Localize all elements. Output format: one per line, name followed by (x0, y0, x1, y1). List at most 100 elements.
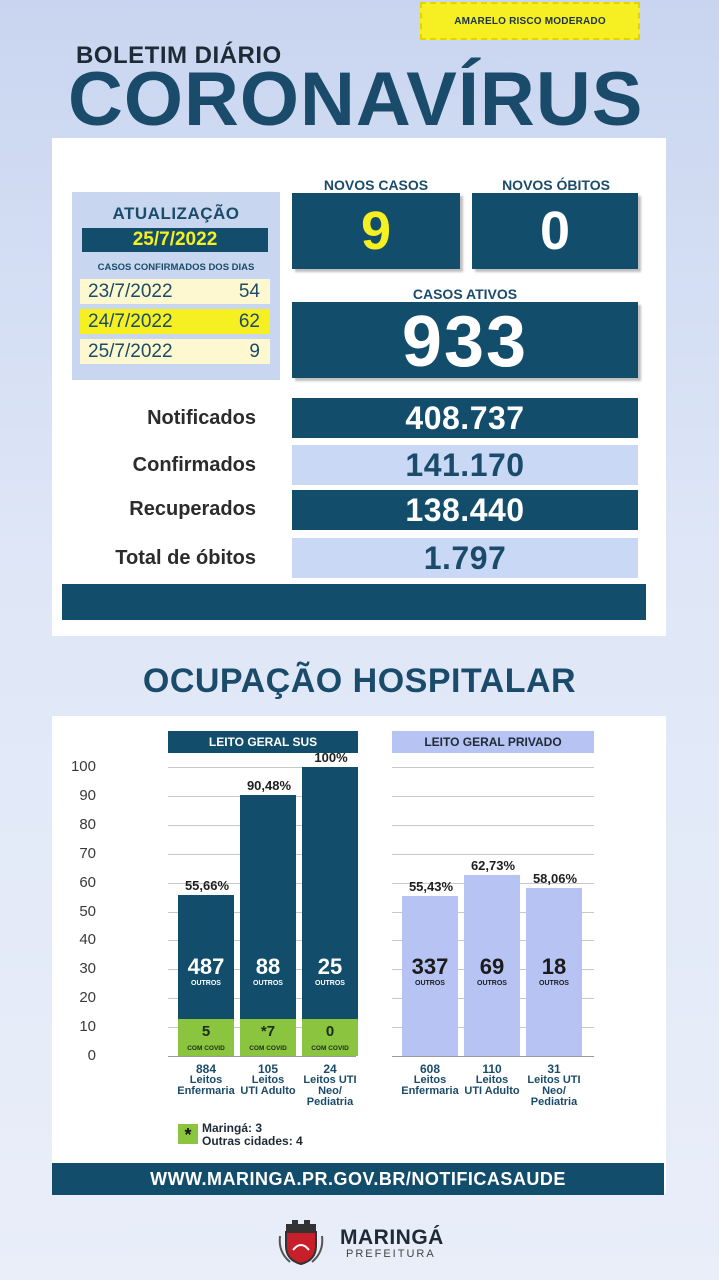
occupancy-bar (240, 794, 296, 1056)
bar-outros-label: OUTROS (315, 980, 345, 987)
bar-outros-value: 25 (317, 954, 343, 979)
daily-case-date: 24/7/2022 (88, 310, 173, 332)
bar-caption: 31 Leitos UTI Neo/Pediatria (514, 1062, 594, 1108)
bar-outros-value: 337 (411, 954, 449, 979)
city-crest-icon (278, 1220, 324, 1266)
bar-caption: 608 Leitos Enfermaria (390, 1062, 470, 1097)
daily-case-row: 23/7/2022 54 (80, 279, 270, 304)
group-header: LEITO GERAL SUS (168, 731, 358, 753)
covid-segment (240, 1019, 296, 1056)
bed-type-label: Pediatria (530, 1096, 578, 1108)
stat-label: Confirmados (132, 454, 256, 476)
logo-name: MARINGÁ (340, 1226, 444, 1249)
daily-case-date: 25/7/2022 (88, 340, 173, 362)
occupancy-bar (302, 767, 358, 1056)
bed-type-label: Neo/ (542, 1085, 566, 1097)
bulletin-subtitle: BOLETIM DIÁRIO (76, 42, 282, 69)
bed-total: 31 (547, 1062, 561, 1076)
bed-total: 110 (482, 1062, 502, 1076)
stat-label: Notificados (147, 407, 256, 429)
baseline (168, 1056, 356, 1057)
active-cases-value: 933 (292, 302, 638, 382)
bed-type-label: Leitos (251, 1074, 285, 1086)
bar-outros-value: 88 (255, 954, 281, 979)
section-title: OCUPAÇÃO HOSPITALAR (142, 662, 577, 700)
bed-type-label: Enfermaria (177, 1085, 235, 1097)
bed-type-label: Leitos (475, 1074, 509, 1086)
stat-label: Total de óbitos (115, 547, 256, 569)
covid-segment (302, 1019, 358, 1056)
bar-percent-label: 55,43% (408, 878, 454, 894)
stat-value: 141.170 (292, 445, 638, 485)
occupancy-bar (464, 874, 520, 1056)
y-tick-label: 80 (79, 815, 96, 833)
bar-caption: 110 Leitos UTI Adulto (452, 1062, 532, 1097)
bed-type-label: UTI Adulto (464, 1085, 520, 1097)
bar-percent-label: 100% (314, 750, 348, 765)
bed-total: 24 (323, 1062, 337, 1076)
stat-label: Recuperados (129, 498, 256, 520)
bar-outros-label: OUTROS (191, 980, 221, 987)
page-title: CORONAVÍRUS (68, 57, 644, 142)
bar-outros-value: 18 (541, 954, 567, 979)
gridline (392, 825, 594, 826)
bar-percent-label: 62,73% (470, 857, 516, 873)
new-cases-label: NOVOS CASOS (323, 177, 429, 193)
occupancy-bar (526, 888, 582, 1056)
covid-value: 5 (201, 1023, 211, 1040)
covid-label: COM COVID (249, 1045, 287, 1052)
y-tick-label: 30 (79, 960, 96, 978)
update-subtitle: CASOS CONFIRMADOS DOS DIAS (97, 262, 255, 273)
legend-line: Maringá: 3 (202, 1121, 263, 1135)
update-title: ATUALIZAÇÃO (112, 204, 240, 223)
asterisk-icon: * (178, 1124, 198, 1145)
bar-outros-label: OUTROS (415, 980, 445, 987)
daily-case-row: 24/7/2022 62 (80, 309, 270, 334)
bar-outros-label: OUTROS (253, 980, 283, 987)
bar-percent-label: 58,06% (532, 871, 578, 887)
daily-case-date: 23/7/2022 (88, 280, 173, 302)
y-tick-label: 0 (87, 1047, 96, 1064)
new-deaths-label: NOVOS ÓBITOS (502, 177, 610, 193)
bed-total: 105 (257, 1062, 279, 1076)
bed-total: 608 (419, 1062, 441, 1076)
y-tick-label: 100 (70, 758, 96, 775)
gridline (168, 767, 356, 768)
bar-outros-value: 487 (187, 954, 225, 979)
daily-case-count: 9 (249, 340, 260, 362)
bar-caption: 105 Leitos UTI Adulto (228, 1062, 308, 1097)
daily-case-row: 25/7/2022 9 (80, 339, 270, 364)
website-link[interactable]: WWW.MARINGA.PR.GOV.BR/NOTIFICASAUDE (52, 1163, 664, 1195)
gridline (392, 796, 594, 797)
bar-outros-value: 69 (479, 954, 505, 979)
bed-type-label: Neo/ (318, 1085, 342, 1097)
bed-type-label: Leitos UTI (527, 1074, 581, 1086)
y-tick-label: 60 (79, 873, 96, 891)
new-deaths-value: 0 (472, 193, 638, 269)
bed-type-label: Enfermaria (401, 1085, 459, 1097)
baseline (392, 1056, 594, 1057)
y-tick-label: 40 (79, 931, 96, 949)
stat-value: 138.440 (292, 490, 638, 530)
bed-type-label: UTI Adulto (240, 1085, 296, 1097)
bed-type-label: Leitos UTI (303, 1074, 357, 1086)
y-tick-label: 10 (79, 1018, 96, 1036)
y-tick-label: 90 (79, 786, 96, 804)
occupancy-bar (402, 895, 458, 1056)
risk-badge: AMARELO RISCO MODERADO (420, 2, 640, 40)
covid-label: COM COVID (187, 1045, 225, 1052)
covid-value: *7 (260, 1023, 276, 1040)
active-cases-label: CASOS ATIVOS (412, 286, 518, 302)
gridline (392, 854, 594, 855)
daily-case-count: 62 (238, 310, 260, 332)
bar-outros-label: OUTROS (539, 980, 569, 987)
bar-percent-label: 55,66% (184, 878, 230, 894)
legend-line: Outras cidades: 4 (202, 1134, 303, 1148)
gridline (392, 767, 594, 768)
bed-total: 884 (195, 1062, 217, 1076)
y-tick-label: 70 (79, 844, 96, 862)
covid-value: 0 (325, 1023, 335, 1040)
bed-type-label: Pediatria (306, 1096, 354, 1108)
group-header: LEITO GERAL PRIVADO (392, 731, 594, 753)
divider-bar (62, 584, 646, 620)
